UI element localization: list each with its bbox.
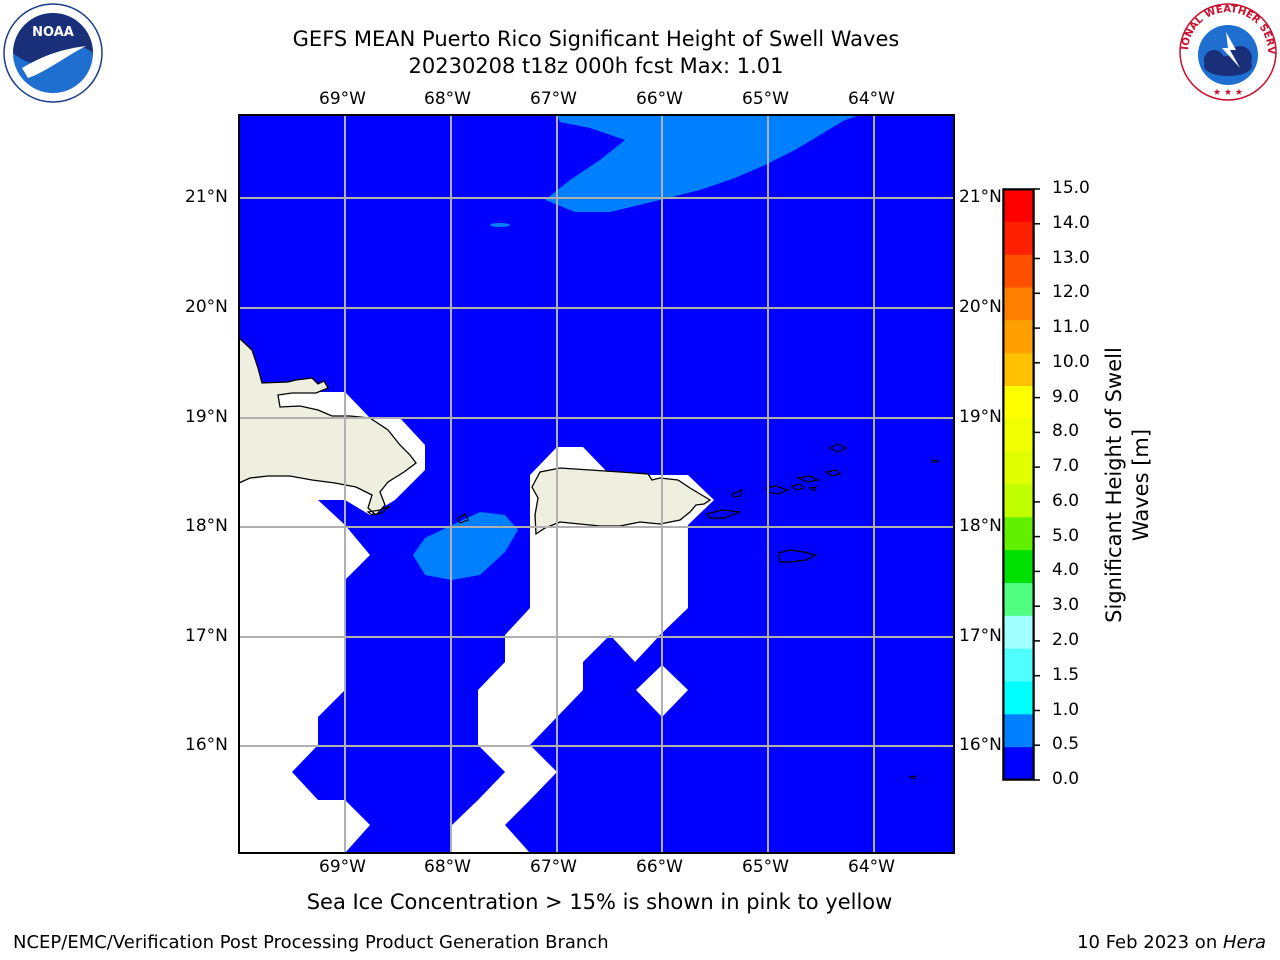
colorbar-overlay [1003, 189, 1034, 781]
lat-label-left-18n: 18°N [185, 516, 228, 536]
land-mona [457, 513, 469, 524]
lat-label-left-21n: 21°N [185, 187, 228, 207]
noaa-logo: NOAA [3, 3, 103, 103]
colorbar-segment [1003, 714, 1034, 748]
colorbar-tick-label: 15.0 [1052, 178, 1090, 198]
colorbar-segment [1003, 451, 1034, 486]
lat-label-left-20n: 20°N [185, 297, 228, 317]
colorbar-segment [1003, 484, 1034, 518]
lat-label-right-21n: 21°N [959, 187, 1002, 207]
colorbar-segment [1003, 386, 1034, 420]
colorbar-tick-label: 7.0 [1052, 456, 1080, 477]
footer-date: 10 Feb 2023 on Hera [1077, 932, 1266, 953]
svg-text:★ ★ ★: ★ ★ ★ [1213, 88, 1243, 98]
sea-ice-note: Sea Ice Concentration > 15% is shown in … [306, 890, 893, 914]
colorbar-tick-label: 6.0 [1052, 490, 1080, 511]
colorbar-segment [1003, 320, 1034, 354]
land-st-croix [778, 549, 818, 563]
land-islet [808, 486, 818, 492]
lon-label-top-64w: 64°W [848, 89, 895, 109]
land-culebra [731, 488, 743, 498]
colorbar-segment [1003, 648, 1034, 683]
colorbar-tick-label: 12.0 [1052, 282, 1090, 303]
lon-label-bottom-65w: 65°W [742, 857, 789, 877]
colorbar-tick-label: 1.0 [1052, 699, 1080, 720]
colorbar-tick-label: 11.0 [1052, 317, 1090, 338]
colorbar-tick-label: 0.0 [1052, 769, 1080, 789]
colorbar-tick-label: 4.0 [1052, 560, 1080, 581]
lat-label-left-17n: 17°N [185, 626, 228, 646]
colorbar-tick-label: 5.0 [1052, 525, 1080, 546]
lat-label-right-16n: 16°N [959, 735, 1002, 755]
sea-ice-note-wrap: Sea Ice Concentration > 15% is shown in … [0, 890, 1280, 914]
lon-label-top-67w: 67°W [530, 89, 577, 109]
footer-date-text: 10 Feb 2023 on [1077, 932, 1223, 953]
colorbar-segment [1003, 583, 1034, 617]
footer-branch: NCEP/EMC/Verification Post Processing Pr… [13, 932, 609, 953]
map-subtitle: 20230208 t18z 000h fcst Max: 1.01 [408, 54, 784, 78]
colorbar-segment [1003, 287, 1034, 321]
land-anegada [828, 443, 848, 453]
masked-region-puertorico [452, 447, 714, 853]
colorbar-segment [1003, 254, 1034, 289]
lon-label-top-69w: 69°W [319, 89, 366, 109]
colorbar-tick-label: 10.0 [1052, 351, 1090, 372]
map-title: GEFS MEAN Puerto Rico Significant Height… [292, 27, 900, 51]
lat-label-right-17n: 17°N [959, 626, 1002, 646]
colorbar-segment [1003, 418, 1034, 453]
colorbar-segment [1003, 353, 1034, 387]
colorbar-tick-label: 0.5 [1052, 734, 1080, 755]
lon-label-bottom-64w: 64°W [848, 857, 895, 877]
colorbar-tick-label: 2.0 [1052, 629, 1080, 650]
colorbar-segment [1003, 221, 1034, 256]
colorbar-tick-label: 14.0 [1052, 212, 1090, 233]
land-islet-east [930, 459, 940, 464]
colorbar-segment [1003, 681, 1034, 715]
land-saona [366, 505, 391, 516]
land-islet-se [908, 775, 918, 780]
lon-label-top-68w: 68°W [424, 89, 471, 109]
colorbar-tick-label: 3.0 [1052, 595, 1080, 616]
footer-machine: Hera [1222, 932, 1266, 953]
colorbar-segment [1003, 550, 1034, 584]
land-hispaniola [239, 337, 417, 516]
colorbar-tick-label: 8.0 [1052, 421, 1080, 442]
swell-speck [490, 223, 510, 227]
colorbar-label: Significant Height of Swell Waves [m] [1102, 347, 1153, 623]
colorbar-segment [1003, 615, 1034, 650]
colorbar-tick-label: 1.5 [1052, 664, 1080, 685]
land-st-john [790, 483, 806, 491]
nws-logo: NATIONAL WEATHER SERVICE ★ ★ ★ [1178, 2, 1277, 101]
swell-region-mona [413, 512, 518, 580]
land-vieques [705, 509, 741, 519]
lat-label-right-19n: 19°N [959, 407, 1002, 427]
colorbar-segment [1003, 189, 1034, 223]
lon-label-bottom-68w: 68°W [424, 857, 471, 877]
colorbar-tick-label: 9.0 [1052, 386, 1080, 407]
lat-label-right-18n: 18°N [959, 516, 1002, 536]
lon-label-bottom-66w: 66°W [636, 857, 683, 877]
lon-label-top-66w: 66°W [636, 89, 683, 109]
colorbar-tick-label: 13.0 [1052, 247, 1090, 268]
colorbar-segment [1003, 747, 1034, 781]
svg-text:NOAA: NOAA [32, 25, 74, 40]
graticule [239, 115, 954, 853]
lat-label-left-16n: 16°N [185, 735, 228, 755]
land-tortola [795, 475, 820, 483]
colorbar-segment [1003, 517, 1034, 551]
lat-label-right-20n: 20°N [959, 297, 1002, 317]
land-virgin-gorda [824, 469, 842, 477]
lat-label-left-19n: 19°N [185, 407, 228, 427]
map-frame [238, 114, 955, 854]
swell-region-north [545, 115, 860, 212]
lon-label-bottom-69w: 69°W [319, 857, 366, 877]
lon-label-top-65w: 65°W [742, 89, 789, 109]
lon-label-bottom-67w: 67°W [530, 857, 577, 877]
